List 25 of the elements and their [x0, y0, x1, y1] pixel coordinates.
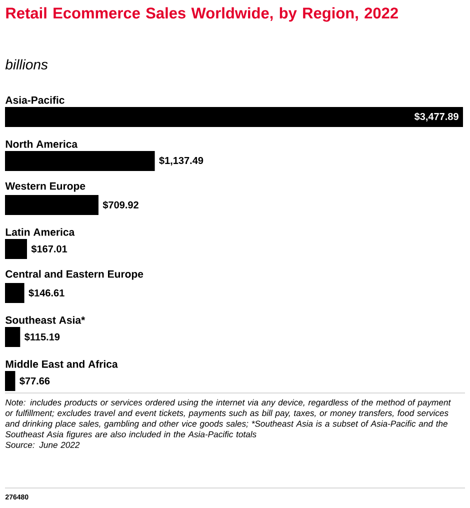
bar: [5, 107, 463, 128]
source-note: Source: June 2022: [5, 442, 80, 448]
data-label: $167.01: [31, 244, 68, 254]
y-tick-label: Central and Eastern Europe: [6, 270, 144, 280]
bar: [5, 283, 24, 303]
bar: [5, 327, 20, 347]
y-tick-label: Latin America: [6, 228, 75, 236]
bar: [5, 151, 155, 172]
data-label: $115.19: [24, 332, 60, 342]
bar: [5, 195, 98, 216]
bar: [5, 239, 27, 259]
text: Note: includes products or services ordered using the internet via any device, regardless of the method of payment or fulfillment; excludes travel and event tickets, payments such as bill pay, taxes, or money transfers, food services and drinking place sales, gambling and other vice goods sales; *Southeast Asia is a subset of Asia-Pacific and the Southeast Asia figures are also included in the Asia-Pacific totals: [5, 399, 451, 440]
y-tick-label: North America: [6, 140, 78, 148]
y-tick-label: Western Europe: [5, 182, 86, 192]
data-label: $146.61: [28, 288, 64, 298]
y-tick-label: Asia-Pacific: [5, 96, 64, 104]
data-label: $1,137.49: [159, 156, 204, 166]
data-label: $77.66: [20, 376, 50, 386]
data-label: $709.92: [102, 200, 138, 210]
chart-subtitle: billions: [5, 59, 48, 70]
y-tick-label: Middle East and Africa: [6, 360, 118, 368]
chart-title: Retail Ecommerce Sales Worldwide, by Region, 2022: [6, 7, 398, 22]
data-label: $3,477.89: [414, 112, 458, 122]
y-tick-label: Southeast Asia*: [5, 316, 86, 324]
bar: [5, 371, 16, 391]
